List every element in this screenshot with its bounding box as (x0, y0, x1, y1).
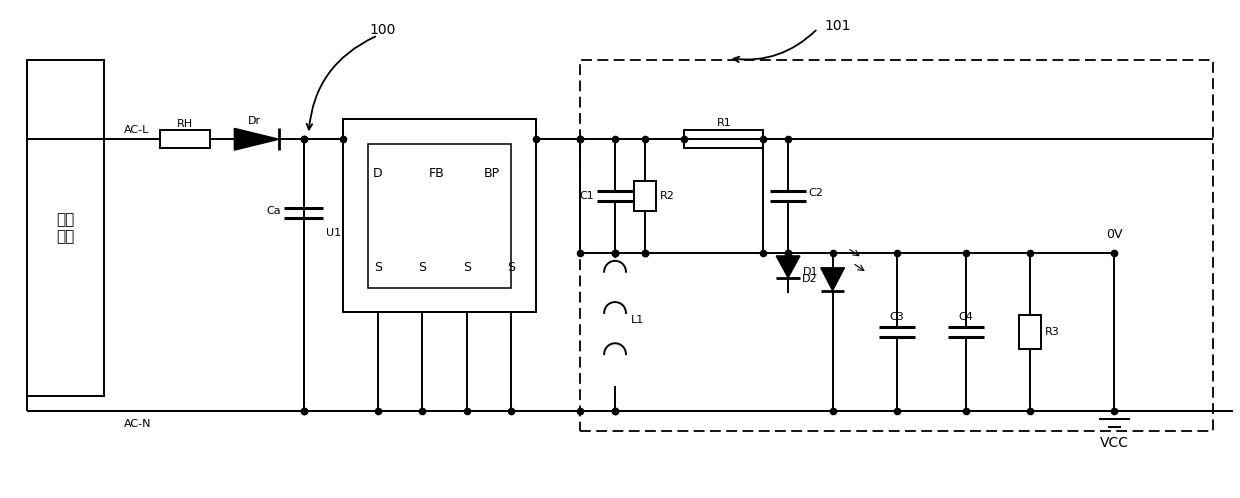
Text: Ca: Ca (267, 207, 280, 217)
Text: 101: 101 (825, 18, 851, 32)
Text: S: S (507, 261, 516, 274)
Text: BP: BP (484, 167, 500, 180)
Bar (580, 60, 1213, 431)
Bar (368, 144, 511, 287)
Bar (634, 181, 656, 211)
Text: C4: C4 (959, 312, 973, 322)
Text: FB: FB (429, 167, 445, 180)
Text: R1: R1 (717, 119, 732, 128)
Polygon shape (234, 128, 279, 150)
Text: R2: R2 (660, 191, 675, 201)
Text: S: S (418, 261, 427, 274)
Text: D: D (373, 167, 383, 180)
Text: 供电
系统: 供电 系统 (56, 212, 74, 245)
Text: 0V: 0V (1106, 228, 1122, 241)
Text: Dr: Dr (248, 117, 260, 126)
Text: C1: C1 (579, 191, 594, 201)
Bar (343, 120, 536, 312)
Bar (27, 60, 104, 396)
Text: AC-N: AC-N (124, 419, 151, 429)
Text: D1: D1 (804, 267, 818, 277)
Text: VCC: VCC (1100, 436, 1128, 450)
Bar (160, 130, 210, 148)
Polygon shape (776, 256, 800, 278)
Text: C2: C2 (808, 188, 823, 198)
Text: S: S (463, 261, 471, 274)
Text: R3: R3 (1045, 327, 1060, 337)
Bar (1019, 315, 1042, 350)
Text: AC-L: AC-L (124, 125, 149, 135)
Text: 100: 100 (370, 23, 396, 37)
Text: S: S (373, 261, 382, 274)
Text: D2: D2 (802, 274, 817, 284)
Bar (684, 130, 764, 148)
Text: L1: L1 (631, 315, 644, 325)
Text: U1: U1 (326, 228, 341, 238)
Text: RH: RH (177, 120, 193, 129)
Polygon shape (821, 268, 844, 290)
Text: C3: C3 (889, 312, 904, 322)
